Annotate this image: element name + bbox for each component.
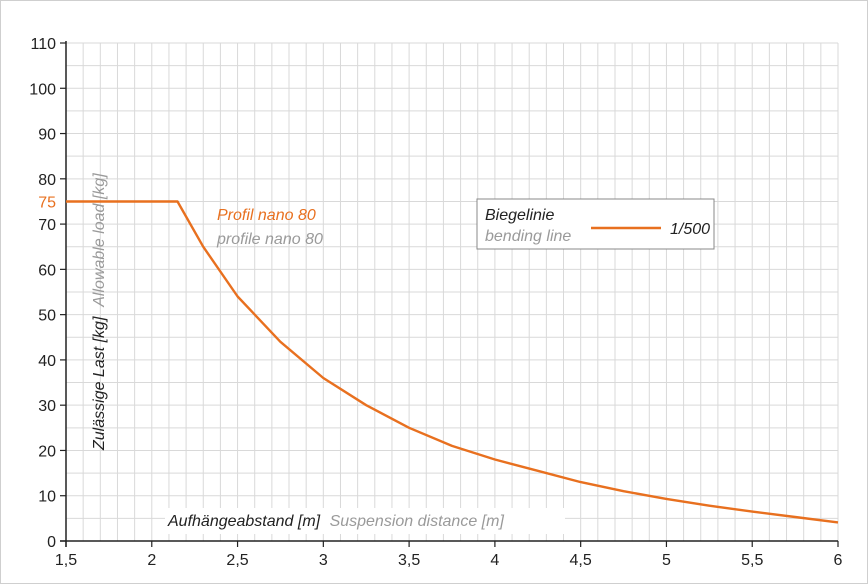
legend-box <box>476 198 715 250</box>
y-tick-label: 80 <box>38 172 56 189</box>
x-tick-label: 2 <box>147 552 156 569</box>
legend-title: Biegelinie <box>485 207 554 224</box>
y-axis-title-primary: Zulässige Last [kg] <box>91 316 108 451</box>
grid <box>65 42 839 542</box>
x-tick-label: 4,5 <box>570 552 592 569</box>
y-tick-label: 50 <box>38 308 56 325</box>
legend: Biegelinie bending line 1/500 <box>476 198 715 250</box>
x-tick-label: 2,5 <box>226 552 248 569</box>
y-tick-label: 30 <box>38 398 56 415</box>
series <box>66 200 839 524</box>
y-tick-label: 90 <box>38 127 56 144</box>
axes <box>60 41 838 547</box>
y-tick-label: 40 <box>38 353 56 370</box>
y-tick-label: 0 <box>47 534 56 551</box>
series-line <box>66 200 839 524</box>
y-tick-label: 20 <box>38 443 56 460</box>
x-axis-title: Aufhängeabstand [m] Suspension distance … <box>167 513 504 530</box>
y-axis-title: Zulässige Last [kg] Allowable load [kg] <box>91 173 108 451</box>
y-axis-title-secondary: Allowable load [kg] <box>91 173 108 308</box>
x-tick-label: 3,5 <box>398 552 420 569</box>
y-tick-label: 110 <box>30 36 56 53</box>
y-highlight-label: 75 <box>38 194 56 211</box>
legend-entry: 1/500 <box>670 221 710 238</box>
x-tick-label: 4 <box>490 552 499 569</box>
series-label-secondary: profile nano 80 <box>216 231 323 248</box>
x-axis-title-background <box>165 508 565 534</box>
x-axis-title-secondary: Suspension distance [m] <box>330 513 505 530</box>
x-tick-label: 5 <box>662 552 671 569</box>
x-tick-label: 6 <box>834 552 843 569</box>
y-tick-label: 10 <box>38 489 56 506</box>
series-label: Profil nano 80 <box>217 207 316 224</box>
y-tick-label: 100 <box>29 81 56 98</box>
legend-title-secondary: bending line <box>485 228 571 245</box>
tick-labels: 0 10 20 30 40 50 60 70 80 90 100 110 1,5 2 2,5 3 3,5 4 4,5… <box>29 36 842 569</box>
y-tick-label: 70 <box>38 217 56 234</box>
x-tick-label: 5,5 <box>741 552 763 569</box>
x-tick-label: 3 <box>319 552 328 569</box>
x-tick-label: 1,5 <box>55 552 77 569</box>
x-axis-title-primary: Aufhängeabstand [m] <box>167 513 321 530</box>
y-tick-label: 60 <box>38 262 56 279</box>
